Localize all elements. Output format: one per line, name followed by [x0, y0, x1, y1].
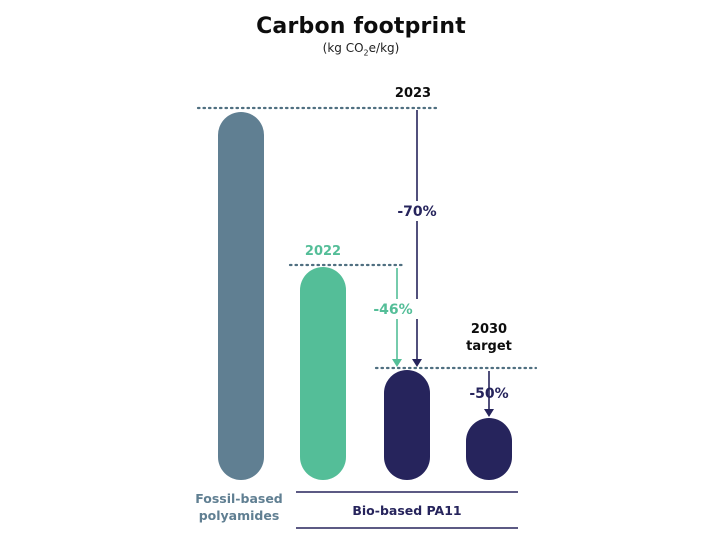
bar-bio-2022	[300, 267, 346, 480]
chart-subtitle: (kg CO2e/kg)	[322, 41, 400, 58]
arrow-head-minus-70	[412, 359, 422, 367]
group-label-fossil-line1: Fossil-based	[195, 491, 283, 506]
group-label-bio-based-pa11: Bio-based PA11	[352, 503, 461, 518]
bar-fossil-based	[218, 112, 264, 480]
arrow-head-minus-50	[484, 409, 494, 417]
label-bg-46	[368, 299, 418, 319]
target-2030-label-line2: target	[466, 339, 512, 354]
label-bg-70	[392, 201, 442, 221]
target-2030-label-line1: 2030	[471, 322, 507, 337]
bar-bio-2023	[384, 370, 430, 480]
percent-minus-70-label: -70%	[397, 204, 436, 220]
year-2023-label: 2023	[395, 86, 431, 101]
year-2022-label: 2022	[305, 244, 341, 259]
group-label-fossil-line2: polyamides	[199, 508, 280, 523]
percent-minus-46-label: -46%	[373, 302, 412, 318]
chart-title: Carbon footprint	[256, 14, 466, 39]
bar-2030-target	[466, 418, 512, 480]
arrow-head-minus-46	[392, 359, 402, 367]
percent-minus-50-label: -50%	[469, 386, 508, 402]
